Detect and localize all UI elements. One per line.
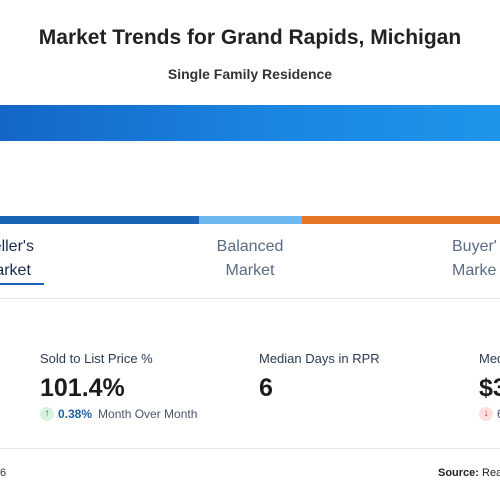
page-title: Market Trends for Grand Rapids, Michigan <box>38 26 462 49</box>
market-tab-balanced-line2: Market <box>225 262 275 279</box>
market-tab-sellers-line2: Market <box>0 262 31 279</box>
market-tab-balanced[interactable]: Balanced Market <box>200 235 300 283</box>
stat-label-sold-to-list: Sold to List Price % <box>40 351 153 366</box>
change-value: 0.38% <box>58 407 93 421</box>
change-value: 6 <box>497 407 500 421</box>
change-description: Month Over Month <box>98 407 198 421</box>
meter-segment-balanced <box>199 216 302 224</box>
source-label: Source: <box>438 467 479 479</box>
market-tab-buyers-line1: Buyer' <box>452 238 497 255</box>
footer-date: 6 <box>0 467 7 479</box>
stat-label-median-days: Median Days in RPR <box>259 351 380 366</box>
stat-change-sold-to-list: ↑ 0.38% Month Over Month <box>40 407 197 421</box>
source-value: Realto <box>482 467 500 479</box>
footer-source: Source: Realto <box>438 467 500 479</box>
market-tab-sellers[interactable]: Seller's Market <box>0 235 62 283</box>
selected-market-underline <box>0 283 44 285</box>
header-band <box>0 105 500 141</box>
market-tab-sellers-line1: Seller's <box>0 238 34 255</box>
page-subtitle: Single Family Residence <box>167 66 333 82</box>
section-divider <box>0 298 500 299</box>
meter-segment-buyers <box>302 216 500 224</box>
meter-segment-sellers <box>0 216 199 224</box>
stat-value-sold-to-list: 101.4% <box>40 374 125 402</box>
arrow-down-icon: ↓ <box>479 407 493 421</box>
stat-label-median-price: Med <box>479 351 500 366</box>
stat-change-median-price: ↓ 6 <box>479 407 500 421</box>
market-tab-buyers-line2: Marke <box>452 262 497 279</box>
market-tab-balanced-line1: Balanced <box>216 238 284 255</box>
market-tab-buyers[interactable]: Buyer' Marke <box>452 235 500 283</box>
arrow-up-icon: ↑ <box>40 407 54 421</box>
stat-value-median-price: $3 <box>479 374 500 402</box>
footer-divider <box>0 448 500 449</box>
stat-value-median-days: 6 <box>259 374 273 402</box>
